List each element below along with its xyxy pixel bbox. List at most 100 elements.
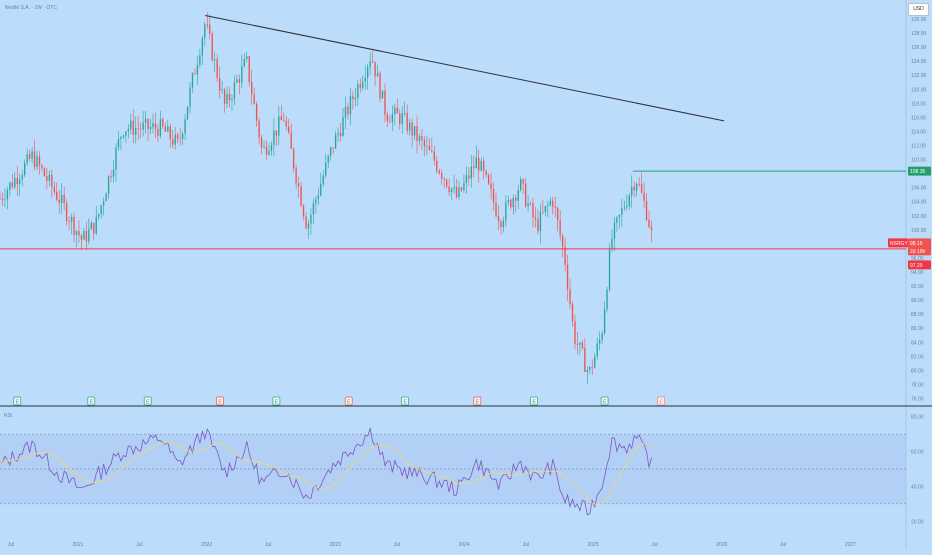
- candle-up: [61, 194, 63, 204]
- earnings-marker-label: E: [659, 399, 663, 405]
- candle-down: [265, 146, 268, 155]
- candle-up: [579, 342, 581, 345]
- drawings-layer[interactable]: 108.35 NSRGY 98.15 2d 19h 97.29: [0, 15, 931, 270]
- candle-up: [426, 145, 428, 147]
- candle-down: [78, 231, 80, 236]
- candle-up: [142, 122, 144, 130]
- price-tick-label: 126.00: [911, 45, 927, 51]
- candle-up: [369, 61, 371, 68]
- candle-down: [228, 93, 231, 101]
- countdown-label-bg: [908, 246, 931, 256]
- candle-up: [204, 24, 206, 39]
- candle-up: [362, 81, 364, 88]
- candle-down: [154, 123, 157, 129]
- time-tick-label: Jul: [8, 542, 14, 548]
- candle-up: [107, 176, 110, 195]
- price-tick-label: 82.00: [911, 354, 924, 360]
- time-tick-label: 2026: [716, 542, 727, 548]
- candle-down: [487, 174, 490, 184]
- candle-up: [596, 343, 598, 357]
- candle-up: [364, 77, 366, 82]
- candle-down: [557, 208, 559, 221]
- candle-up: [349, 96, 352, 115]
- candle-up: [4, 199, 6, 201]
- price-tick-label: 114.00: [911, 129, 926, 135]
- candle-up: [507, 200, 510, 202]
- earnings-marker-label: E: [403, 399, 407, 405]
- candle-up: [83, 230, 85, 240]
- price-tick-label: 116.00: [911, 115, 926, 121]
- candle-down: [374, 61, 376, 77]
- candle-up: [603, 309, 606, 334]
- price-tick-label: 76.00: [911, 396, 924, 402]
- candle-down: [41, 165, 43, 169]
- candle-down: [209, 24, 211, 34]
- candle-up: [130, 120, 132, 130]
- rsi-pane[interactable]: RSI 80.00 60.00 40.00 20.00: [0, 413, 924, 525]
- candle-up: [268, 150, 270, 155]
- candle-down: [559, 220, 561, 236]
- trendline[interactable]: [205, 15, 725, 122]
- candle-down: [399, 113, 401, 124]
- price-tick-label: 128.00: [911, 31, 927, 37]
- candle-down: [416, 126, 418, 141]
- rsi-tick-label: 20.00: [911, 519, 924, 525]
- candle-down: [500, 221, 502, 228]
- candle-up: [105, 194, 107, 202]
- earnings-marker: [473, 396, 482, 406]
- time-tick-label: 2027: [845, 542, 856, 548]
- candle-down: [485, 170, 487, 175]
- resistance-price-label-bg: [908, 166, 931, 176]
- candle-down: [238, 79, 241, 83]
- candle-up: [231, 98, 233, 101]
- candle-down: [260, 137, 263, 148]
- candle-down: [216, 59, 218, 78]
- earnings-marker: [272, 396, 281, 406]
- candle-down: [445, 179, 448, 187]
- candle-up: [547, 204, 549, 207]
- candle-up: [520, 179, 522, 190]
- candle-down: [495, 202, 497, 216]
- candle-down: [443, 178, 445, 180]
- candle-up: [115, 147, 117, 170]
- candle-down: [132, 120, 134, 135]
- candle-down: [147, 118, 149, 130]
- candle-down: [406, 112, 408, 131]
- currency-button[interactable]: USD: [908, 3, 929, 16]
- candle-down: [352, 96, 354, 100]
- candle-down: [436, 160, 438, 171]
- candle-down: [157, 128, 159, 137]
- candle-up: [196, 64, 199, 75]
- candle-down: [248, 56, 250, 83]
- candle-up: [337, 132, 339, 135]
- candle-down: [561, 235, 564, 247]
- candle-up: [191, 73, 194, 88]
- time-tick-label: 2025: [587, 542, 598, 548]
- candle-down: [300, 186, 302, 206]
- earnings-marker: [13, 396, 22, 406]
- candle-up: [135, 127, 137, 135]
- candle-up: [320, 183, 322, 196]
- candle-up: [98, 214, 100, 217]
- candle-up: [95, 216, 97, 234]
- price-tick-label: 122.00: [911, 73, 927, 79]
- candle-down: [448, 186, 450, 193]
- candle-down: [211, 33, 213, 61]
- candle-down: [643, 192, 645, 201]
- candle-up: [549, 200, 551, 205]
- candle-up: [23, 162, 26, 176]
- candle-up: [317, 195, 320, 200]
- candle-down: [433, 151, 435, 161]
- candle-up: [184, 119, 186, 134]
- earnings-marker-label: E: [347, 399, 351, 405]
- earnings-marker-label: E: [16, 399, 20, 405]
- candle-up: [246, 56, 248, 60]
- candle-down: [255, 103, 258, 121]
- candle-down: [492, 189, 495, 203]
- candle-up: [31, 151, 33, 159]
- time-tick-label: 2021: [72, 542, 83, 548]
- candle-up: [357, 84, 359, 98]
